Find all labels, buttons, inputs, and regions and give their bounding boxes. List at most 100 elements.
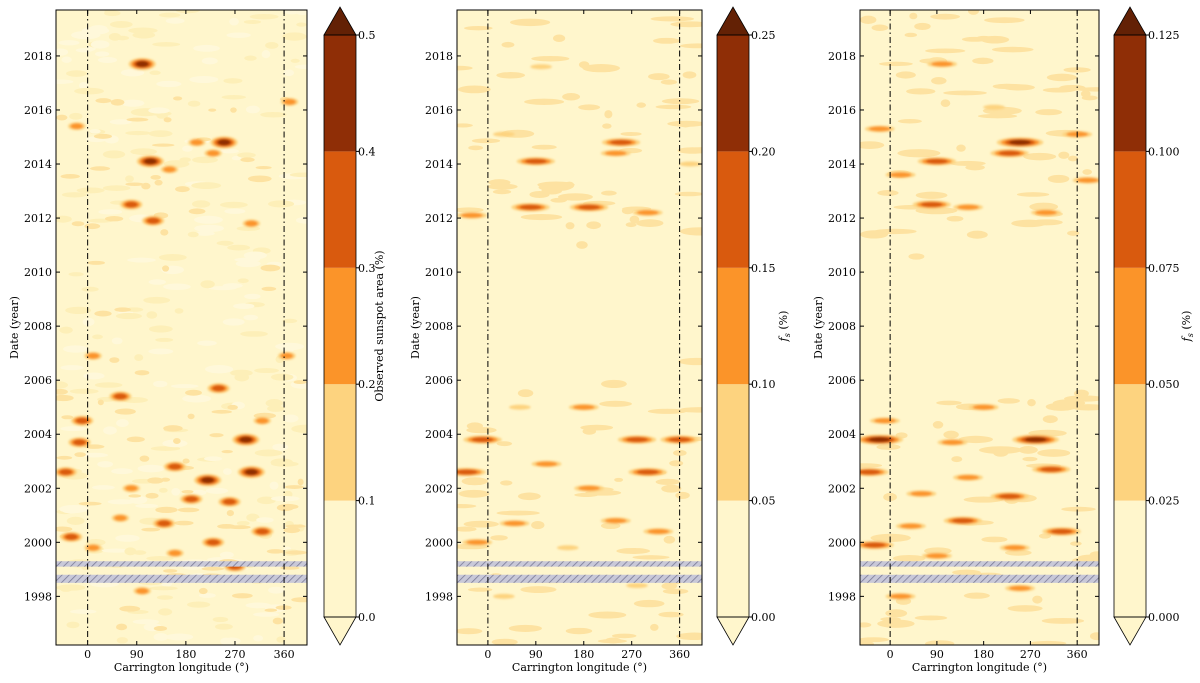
contour-feature-23 xyxy=(952,518,974,524)
texture-blob xyxy=(458,489,490,498)
texture-blob xyxy=(222,318,245,326)
colorbar-label-group: fs (%) xyxy=(777,311,792,343)
texture-blob xyxy=(892,555,926,562)
texture-blob xyxy=(158,608,173,616)
axes-frame xyxy=(55,9,308,646)
contour-feature-35 xyxy=(135,587,149,594)
texture-blob xyxy=(520,586,557,594)
texture-blob xyxy=(272,617,283,625)
texture-blob xyxy=(150,446,181,451)
x-tick-label: 0 xyxy=(84,648,91,661)
texture-blob xyxy=(237,152,256,158)
texture-blob xyxy=(1035,109,1063,116)
colorbar-label-group: Observed sunspot area (%) xyxy=(373,250,386,401)
colorbar-segment-2 xyxy=(324,384,356,501)
texture-blob xyxy=(104,10,113,16)
contour-feature-20 xyxy=(503,520,526,526)
texture-blob xyxy=(943,430,959,439)
x-tick-label: 270 xyxy=(1020,648,1041,661)
texture-blob xyxy=(277,503,299,510)
y-tick-label: 2014 xyxy=(828,158,856,171)
texture-blob xyxy=(648,73,670,81)
texture-blob xyxy=(146,311,158,319)
contour-feature-13 xyxy=(471,437,494,443)
texture-blob xyxy=(636,102,647,108)
texture-blob xyxy=(680,43,702,49)
texture-blob xyxy=(171,487,181,496)
texture-blob xyxy=(170,384,199,389)
colorbar-label: fs (%) xyxy=(1180,311,1195,343)
contour-feature-29 xyxy=(255,528,269,535)
contour-feature-4 xyxy=(604,150,627,156)
y-tick-label: 2004 xyxy=(828,428,856,441)
x-tick-label: 360 xyxy=(1067,648,1088,661)
texture-blob xyxy=(925,48,966,54)
texture-blob xyxy=(75,48,93,53)
texture-blob xyxy=(261,286,277,291)
texture-blob xyxy=(173,438,181,444)
texture-blob xyxy=(578,104,601,111)
texture-blob xyxy=(111,468,133,475)
colorbar-tick-label: 0.0 xyxy=(358,611,376,624)
colorbar-tick-label: 0.4 xyxy=(358,145,376,158)
texture-blob xyxy=(246,513,260,522)
contour-feature-28 xyxy=(926,553,948,559)
texture-blob xyxy=(952,569,981,576)
texture-blob xyxy=(500,480,513,486)
colorbar-segment-4 xyxy=(1114,151,1146,268)
texture-blob xyxy=(145,492,159,499)
contour-feature-11 xyxy=(163,166,176,173)
texture-blob xyxy=(611,633,637,639)
texture-blob xyxy=(457,207,484,213)
texture-blob xyxy=(193,44,220,52)
texture-blob xyxy=(633,599,665,608)
texture-blob xyxy=(194,215,223,224)
contour-feature-30 xyxy=(1009,585,1031,591)
texture-blob xyxy=(932,420,944,429)
colorbar-tick-label: 0.20 xyxy=(751,145,776,158)
texture-blob xyxy=(163,569,178,573)
texture-blob xyxy=(129,495,148,505)
contour-feature-19 xyxy=(578,485,600,491)
texture-blob xyxy=(163,425,183,432)
contour-feature-2 xyxy=(525,158,547,164)
texture-blob xyxy=(219,551,234,559)
axes-frame xyxy=(456,9,703,646)
contour-feature-21 xyxy=(201,477,214,484)
texture-blob xyxy=(83,372,105,380)
texture-blob xyxy=(294,10,307,16)
texture-blob xyxy=(1076,87,1099,92)
texture-blob xyxy=(223,468,232,475)
texture-blob xyxy=(209,433,224,438)
texture-blob xyxy=(95,98,112,104)
colorbar-segment-4 xyxy=(324,151,356,268)
texture-blob xyxy=(61,415,74,420)
texture-blob xyxy=(496,510,540,516)
texture-blob xyxy=(198,587,208,595)
texture-blob xyxy=(904,32,918,38)
colorbar-label: Observed sunspot area (%) xyxy=(373,250,386,401)
contour-feature-31 xyxy=(64,533,78,540)
texture-blob xyxy=(860,640,875,645)
y-tick-label: 2000 xyxy=(828,536,856,549)
contour-feature-25 xyxy=(900,523,922,529)
texture-blob xyxy=(205,487,229,494)
y-tick-label: 2010 xyxy=(425,266,453,279)
texture-blob xyxy=(676,632,702,641)
y-tick-label: 2006 xyxy=(828,374,856,387)
texture-blob xyxy=(156,80,182,88)
texture-blob xyxy=(897,149,941,158)
texture-blob xyxy=(562,93,581,101)
texture-blob xyxy=(158,253,187,261)
texture-blob xyxy=(871,24,889,32)
texture-blob xyxy=(655,478,680,485)
texture-blob xyxy=(68,272,84,277)
data-gap-band-1 xyxy=(457,561,702,567)
texture-blob xyxy=(981,536,1008,543)
texture-blob xyxy=(162,265,170,272)
texture-blob xyxy=(139,455,150,462)
texture-blob xyxy=(531,144,557,150)
colorbar-extend-bottom xyxy=(1113,616,1147,646)
texture-blob xyxy=(182,394,212,403)
texture-blob xyxy=(860,15,877,25)
